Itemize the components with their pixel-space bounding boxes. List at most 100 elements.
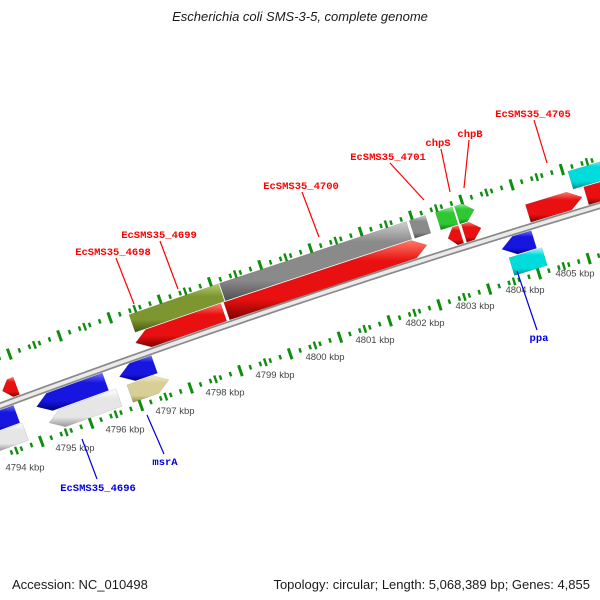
callout-leader-line bbox=[516, 270, 538, 331]
ruler-tick bbox=[132, 304, 138, 314]
ruler-tick bbox=[328, 337, 332, 344]
ruler-tick bbox=[278, 354, 283, 360]
ruler-tick bbox=[109, 413, 113, 419]
ruler-tick bbox=[336, 331, 344, 344]
gene-cyan-ppa bbox=[508, 247, 548, 276]
ruler-tick bbox=[479, 191, 484, 197]
ruler-tick bbox=[218, 375, 223, 381]
ruler-tick bbox=[213, 375, 218, 384]
gene-callout-label: EcSMS35_4700 bbox=[263, 181, 339, 193]
gene-callout-label: chpB bbox=[457, 129, 483, 141]
ruler-tick bbox=[566, 262, 571, 268]
gene-callout-label: chpS bbox=[425, 138, 450, 150]
scale-tick-label: 4803 kbp bbox=[455, 301, 494, 312]
ruler-tick bbox=[148, 301, 152, 307]
ruler-tick bbox=[517, 277, 521, 283]
scale-tick-label: 4794 kbp bbox=[5, 462, 44, 473]
ruler-tick bbox=[27, 344, 32, 350]
scale-tick-label: 4798 kbp bbox=[205, 388, 244, 399]
ruler-tick bbox=[527, 274, 531, 280]
ruler-tick bbox=[59, 431, 64, 437]
ruler-tick bbox=[288, 253, 293, 259]
gene-callout-label: ppa bbox=[530, 333, 550, 345]
ruler-tick bbox=[29, 442, 34, 448]
ruler-tick bbox=[127, 308, 132, 314]
ruler-tick bbox=[484, 188, 489, 197]
ruler-tick bbox=[590, 157, 594, 164]
ruler-tick bbox=[117, 311, 122, 317]
ruler-tick bbox=[412, 308, 417, 317]
gene-callout-label: msrA bbox=[152, 457, 178, 469]
ruler-tick bbox=[534, 172, 540, 182]
ruler-tick bbox=[286, 347, 294, 360]
callout-leader-line bbox=[146, 414, 165, 455]
callout-leader-line bbox=[463, 139, 470, 189]
ruler-tick bbox=[283, 253, 288, 262]
ruler-tick bbox=[268, 357, 273, 364]
ruler-tick bbox=[138, 304, 142, 310]
ruler-tick bbox=[419, 210, 424, 216]
ruler-tick bbox=[79, 424, 84, 430]
ruler-tick bbox=[97, 318, 102, 324]
gene-white-edge-left bbox=[0, 422, 29, 452]
gene-callout-label: EcSMS35_4698 bbox=[75, 247, 151, 259]
ruler-tick bbox=[436, 298, 443, 311]
gene-chpB bbox=[454, 203, 475, 225]
gene-olive-4699 bbox=[128, 283, 225, 333]
ruler-tick bbox=[87, 322, 92, 328]
gene-blue-a bbox=[36, 372, 109, 411]
ruler-tick bbox=[379, 223, 383, 229]
gene-white-4696 bbox=[48, 388, 123, 428]
ruler-tick bbox=[499, 185, 504, 191]
ruler-tick bbox=[37, 340, 42, 346]
ruler-tick bbox=[585, 252, 592, 265]
ruler-tick bbox=[362, 324, 368, 334]
ruler-tick bbox=[576, 259, 581, 265]
gene-blue-c bbox=[501, 230, 537, 255]
ruler-tick bbox=[69, 427, 74, 434]
ruler-tick bbox=[237, 364, 244, 377]
ruler-tick bbox=[557, 265, 561, 271]
scale-tick-label: 4804 kbp bbox=[505, 285, 544, 296]
ruler-tick bbox=[399, 216, 403, 223]
ruler-tick bbox=[307, 242, 314, 255]
ruler-tick bbox=[49, 435, 54, 441]
ruler-tick bbox=[19, 446, 24, 452]
ruler-tick bbox=[338, 236, 343, 242]
ruler-tick bbox=[31, 340, 37, 350]
ruler-tick bbox=[357, 226, 365, 239]
ruler-tick bbox=[477, 289, 482, 295]
ruler-tick bbox=[497, 283, 501, 289]
ruler-tick bbox=[318, 243, 323, 249]
ruler-tick bbox=[539, 173, 544, 179]
ruler-tick bbox=[298, 249, 303, 255]
ruler-tick bbox=[82, 322, 88, 331]
ruler-tick bbox=[318, 341, 322, 347]
callout-leader-line bbox=[533, 119, 548, 164]
ruler-tick bbox=[308, 344, 312, 350]
scale-tick-label: 4801 kbp bbox=[355, 335, 394, 346]
ruler-tick bbox=[262, 358, 268, 367]
gene-red-edge-right bbox=[583, 181, 600, 206]
gene-blue-edge-left bbox=[0, 404, 21, 431]
ruler-tick bbox=[547, 268, 551, 274]
ruler-tick bbox=[9, 449, 14, 455]
ruler-tick bbox=[469, 194, 474, 200]
ruler-tick bbox=[333, 236, 339, 245]
ruler-tick bbox=[298, 347, 302, 354]
ruler-tick bbox=[550, 170, 554, 176]
gene-chpS bbox=[434, 206, 459, 231]
ruler-tick bbox=[198, 381, 203, 388]
ruler-tick bbox=[13, 446, 19, 455]
ruler-tick bbox=[238, 269, 243, 276]
ruler-tick bbox=[429, 207, 434, 213]
ruler-tick bbox=[168, 392, 173, 398]
page-title: Escherichia coli SMS-3-5, complete genom… bbox=[172, 9, 428, 24]
ruler-tick bbox=[232, 269, 238, 279]
ruler-tick bbox=[449, 200, 454, 207]
ruler-tick bbox=[187, 382, 194, 394]
callout-leader-line bbox=[159, 240, 179, 290]
gene-red-4698 bbox=[135, 303, 228, 348]
gene-callout-label: EcSMS35_4699 bbox=[121, 230, 197, 242]
